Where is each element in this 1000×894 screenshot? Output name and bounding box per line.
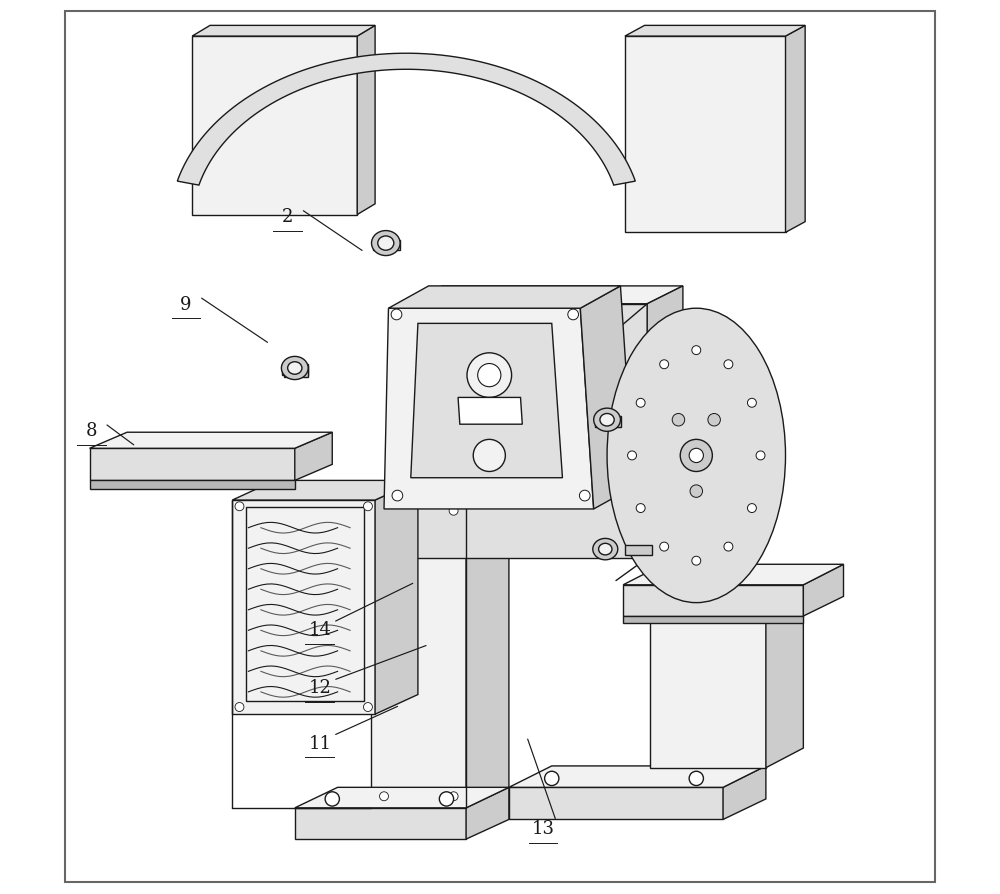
Polygon shape [786,26,805,233]
Ellipse shape [600,414,614,426]
Ellipse shape [593,539,618,561]
Circle shape [568,309,579,320]
Polygon shape [357,26,375,215]
Polygon shape [90,449,295,481]
Text: 11: 11 [308,734,331,752]
Polygon shape [595,417,621,427]
Polygon shape [232,481,418,501]
Circle shape [449,507,458,516]
Polygon shape [650,607,766,768]
Polygon shape [625,37,786,233]
Circle shape [628,451,637,460]
Ellipse shape [288,362,302,375]
Polygon shape [295,433,332,481]
Circle shape [692,346,701,355]
Circle shape [636,399,645,408]
Circle shape [545,772,559,786]
Polygon shape [509,788,723,820]
Polygon shape [766,596,803,768]
Polygon shape [466,788,509,839]
Circle shape [689,772,703,786]
Circle shape [636,504,645,513]
Polygon shape [375,481,418,714]
Polygon shape [373,240,400,251]
Polygon shape [295,808,466,839]
Text: 2: 2 [282,208,293,226]
Polygon shape [192,26,375,37]
Polygon shape [406,287,683,304]
Polygon shape [723,766,766,820]
Circle shape [325,792,339,806]
Polygon shape [282,365,308,375]
Polygon shape [371,481,509,501]
Text: 12: 12 [308,679,331,696]
Polygon shape [625,545,652,556]
Polygon shape [177,55,635,186]
Circle shape [708,414,720,426]
Polygon shape [388,287,620,308]
Circle shape [473,440,505,472]
Text: 8: 8 [86,422,97,440]
Ellipse shape [378,237,394,251]
Polygon shape [384,308,594,510]
Circle shape [391,309,402,320]
Circle shape [363,502,372,511]
Polygon shape [295,788,509,808]
Circle shape [756,451,765,460]
Circle shape [235,502,244,511]
Circle shape [724,360,733,369]
Ellipse shape [607,308,786,603]
Circle shape [724,543,733,552]
Circle shape [747,399,756,408]
Polygon shape [623,565,844,586]
Circle shape [660,543,669,552]
Polygon shape [406,304,647,559]
Circle shape [449,792,458,801]
Text: 13: 13 [531,820,554,838]
Circle shape [380,507,388,516]
Circle shape [392,491,403,502]
Circle shape [235,703,244,712]
Circle shape [467,353,512,398]
Polygon shape [625,26,805,37]
Polygon shape [650,596,803,607]
Polygon shape [411,324,562,478]
Ellipse shape [599,544,612,555]
Circle shape [478,364,501,387]
Ellipse shape [372,232,400,257]
Polygon shape [647,287,683,559]
Polygon shape [90,481,295,490]
Polygon shape [192,37,357,215]
Circle shape [672,414,685,426]
Polygon shape [623,586,803,616]
Polygon shape [623,616,803,623]
Circle shape [747,504,756,513]
Circle shape [363,703,372,712]
Circle shape [680,440,712,472]
Polygon shape [509,766,766,788]
Polygon shape [466,481,509,808]
Circle shape [690,485,703,498]
Circle shape [692,557,701,566]
Polygon shape [232,501,375,714]
Polygon shape [580,287,634,510]
Polygon shape [371,501,466,808]
Polygon shape [284,367,308,377]
Text: 14: 14 [308,620,331,638]
Circle shape [689,449,703,463]
Circle shape [660,360,669,369]
Polygon shape [90,433,332,449]
Circle shape [439,792,454,806]
Circle shape [380,792,388,801]
Polygon shape [458,398,522,425]
Ellipse shape [594,409,620,432]
Circle shape [579,491,590,502]
Polygon shape [803,565,844,616]
Text: 9: 9 [180,295,192,314]
Ellipse shape [281,357,308,380]
